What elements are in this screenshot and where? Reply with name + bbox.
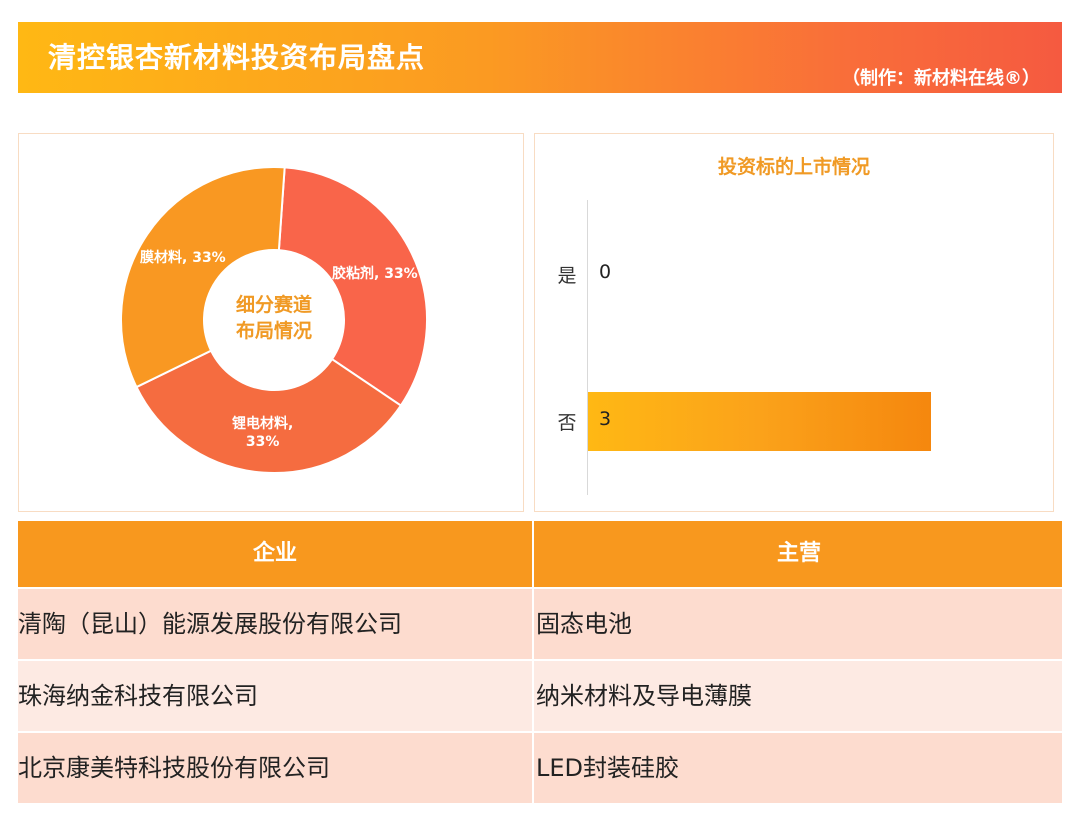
table-header: 企业 主营 (18, 521, 1062, 587)
donut-center-label: 细分赛道 布局情况 (219, 292, 329, 344)
donut-chart (120, 166, 428, 474)
cell-company: 珠海纳金科技有限公司 (18, 661, 534, 731)
donut-chart-panel: 细分赛道 布局情况 胶粘剂, 33% 锂电材料, 33% 膜材料, 33% (18, 133, 524, 512)
slice-label-adhesive: 胶粘剂, 33% (332, 266, 418, 282)
bar-no (588, 392, 931, 451)
header-company: 企业 (18, 521, 534, 587)
slice-label-membrane: 膜材料, 33% (140, 250, 226, 266)
donut-center-line-2: 布局情况 (235, 320, 312, 342)
slice-label-lithium: 锂电材料, 33% (232, 416, 294, 450)
table-row: 北京康美特科技股份有限公司 LED封装硅胶 (18, 731, 1062, 803)
bar-category-label-yes: 是 (557, 265, 577, 287)
bar-value-no: 3 (599, 408, 612, 430)
page-title: 清控银杏新材料投资布局盘点 (48, 41, 426, 74)
slice-membrane (120, 166, 286, 389)
bar-chart-panel: 投资标的上市情况 是 否 0 3 (534, 133, 1054, 512)
table-row: 清陶（昆山）能源发展股份有限公司 固态电池 (18, 587, 1062, 659)
cell-business: 纳米材料及导电薄膜 (536, 682, 752, 710)
cell-company: 清陶（昆山）能源发展股份有限公司 (18, 589, 534, 659)
bar-value-yes: 0 (599, 261, 612, 283)
donut-center-line-1: 细分赛道 (235, 294, 312, 316)
cell-business: LED封装硅胶 (536, 754, 680, 782)
bar-chart-title: 投资标的上市情况 (717, 156, 870, 178)
cell-company: 北京康美特科技股份有限公司 (18, 733, 534, 803)
bar-category-label-no: 否 (557, 412, 577, 434)
bar-axis-line (587, 200, 588, 495)
table-row: 珠海纳金科技有限公司 纳米材料及导电薄膜 (18, 659, 1062, 731)
slice-lithium (135, 349, 403, 474)
investment-table: 企业 主营 清陶（昆山）能源发展股份有限公司 固态电池 珠海纳金科技有限公司 纳… (18, 521, 1062, 803)
title-banner: 清控银杏新材料投资布局盘点 （制作：新材料在线®） (18, 22, 1062, 93)
credit-text: （制作：新材料在线®） (842, 68, 1040, 89)
slice-adhesive (277, 166, 428, 407)
cell-business: 固态电池 (536, 610, 632, 638)
header-business: 主营 (776, 541, 821, 566)
